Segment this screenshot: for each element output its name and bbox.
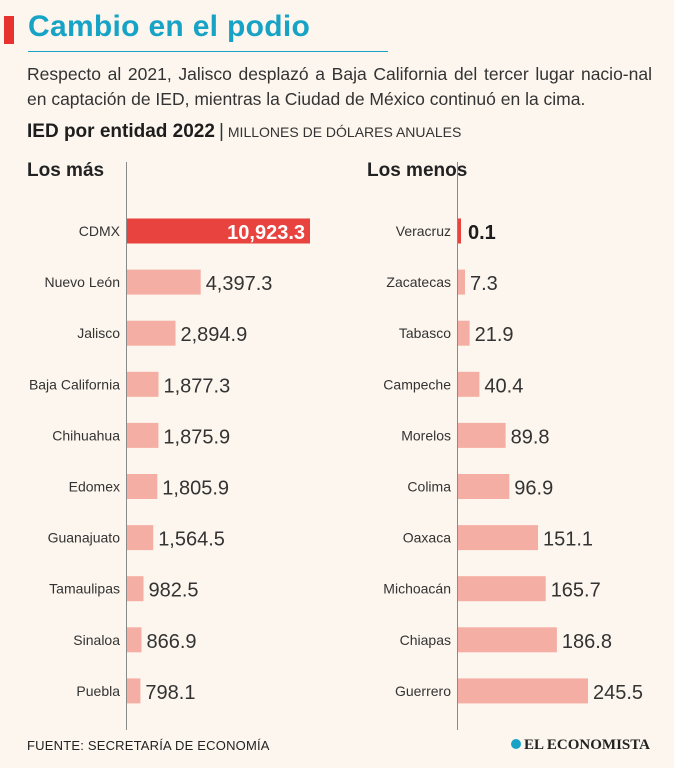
page-title: Cambio en el podio: [28, 10, 311, 43]
chart-subtitle: IED por entidad 2022 | MILLONES DE DÓLARES…: [27, 121, 461, 143]
category-label-menos-4: Morelos: [401, 427, 451, 443]
bar-mas-2: [127, 320, 176, 346]
bar-mas-0: [127, 218, 310, 244]
value-label-menos-6: 151.1: [543, 529, 593, 551]
category-label-mas-3: Baja California: [29, 376, 120, 392]
category-label-menos-0: Veracruz: [396, 223, 451, 239]
bar-mas-6: [127, 525, 154, 551]
bar-mas-4: [127, 422, 159, 448]
value-label-mas-6: 1,564.5: [158, 529, 225, 551]
bar-mas-1: [127, 269, 201, 295]
bar-mas-3: [127, 371, 159, 397]
value-label-menos-9: 245.5: [593, 682, 643, 704]
category-label-mas-0: CDMX: [79, 223, 121, 239]
bar-menos-8: [458, 627, 557, 653]
bar-menos-7: [458, 576, 546, 602]
value-label-menos-8: 186.8: [562, 631, 612, 653]
brand-name: EL ECONOMISTA: [524, 737, 650, 753]
category-label-mas-7: Tamaulipas: [49, 581, 120, 597]
value-label-mas-4: 1,875.9: [163, 426, 230, 448]
category-label-mas-8: Sinaloa: [73, 632, 120, 648]
value-label-menos-0: 0.1: [468, 222, 496, 244]
category-label-menos-9: Guerrero: [395, 683, 451, 699]
category-label-mas-5: Edomex: [69, 479, 120, 495]
bar-menos-4: [458, 422, 506, 448]
category-label-mas-6: Guanajuato: [48, 530, 121, 546]
bar-mas-9: [127, 678, 141, 704]
left-axis-line: [126, 162, 127, 730]
subtitle-separator: |: [218, 121, 224, 142]
category-label-mas-4: Chihuahua: [52, 427, 120, 443]
bar-menos-0: [458, 218, 461, 244]
right-axis-line: [457, 162, 458, 730]
value-label-menos-7: 165.7: [551, 580, 601, 602]
value-label-menos-4: 89.8: [511, 426, 550, 448]
category-label-menos-7: Michoacán: [383, 581, 451, 597]
bar-mas-5: [127, 474, 158, 499]
category-label-menos-1: Zacatecas: [386, 274, 451, 290]
right-column-heading: Los menos: [367, 160, 468, 181]
value-label-menos-2: 21.9: [475, 324, 514, 346]
value-label-mas-3: 1,877.3: [164, 375, 231, 397]
bar-mas-7: [127, 576, 144, 602]
dot-logo-icon: [511, 739, 521, 749]
value-label-mas-0: 10,923.3: [227, 222, 305, 244]
bar-menos-3: [458, 371, 480, 397]
intro-text: Respecto al 2021, Jalisco desplazó a Baj…: [27, 64, 652, 109]
category-label-menos-6: Oaxaca: [403, 530, 451, 546]
subtitle-unit: MILLONES DE DÓLARES ANUALES: [227, 124, 462, 140]
bar-menos-6: [458, 525, 538, 551]
category-label-menos-8: Chiapas: [400, 632, 451, 648]
title-accent-bar: [4, 16, 14, 44]
category-label-menos-2: Tabasco: [399, 325, 451, 341]
category-label-menos-3: Campeche: [383, 376, 451, 392]
value-label-mas-2: 2,894.9: [181, 324, 248, 346]
category-label-mas-1: Nuevo León: [44, 274, 120, 290]
title-underline: [28, 51, 388, 52]
bar-menos-2: [458, 320, 470, 346]
value-label-mas-8: 866.9: [147, 631, 197, 653]
category-label-mas-2: Jalisco: [77, 325, 120, 341]
value-label-menos-3: 40.4: [484, 375, 523, 397]
left-column-heading: Los más: [27, 160, 105, 181]
value-label-mas-1: 4,397.3: [206, 273, 273, 295]
category-label-mas-9: Puebla: [76, 683, 120, 699]
value-label-mas-5: 1,805.9: [162, 478, 229, 500]
bar-menos-5: [458, 474, 510, 499]
value-label-mas-7: 982.5: [149, 580, 199, 602]
value-label-menos-5: 96.9: [514, 478, 553, 500]
value-label-mas-9: 798.1: [145, 682, 195, 704]
subtitle-main: IED por entidad 2022: [27, 121, 215, 142]
category-label-menos-5: Colima: [407, 479, 451, 495]
brand-logo: EL ECONOMISTA: [511, 737, 650, 754]
source-note: FUENTE: SECRETARÍA DE ECONOMÍA: [27, 738, 270, 753]
bar-menos-1: [458, 269, 465, 295]
bar-menos-9: [458, 678, 588, 704]
value-label-menos-1: 7.3: [470, 273, 498, 295]
bar-mas-8: [127, 627, 142, 653]
